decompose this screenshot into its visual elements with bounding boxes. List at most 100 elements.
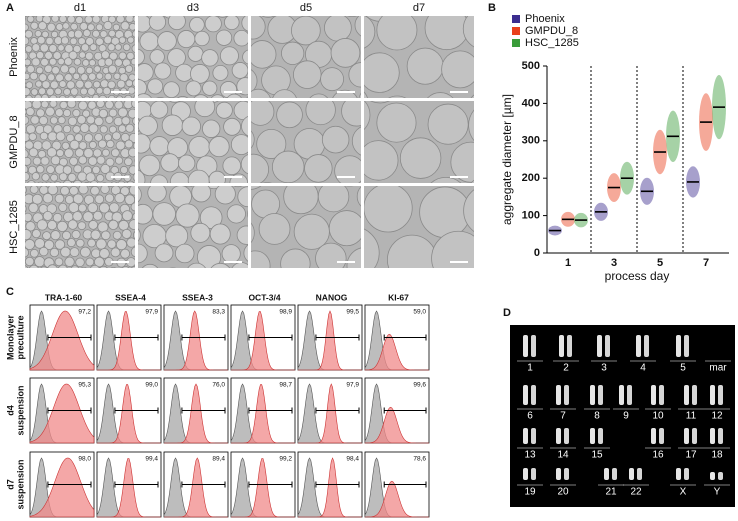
aggregate — [30, 88, 39, 96]
aggregate — [427, 103, 469, 145]
aggregate — [77, 101, 88, 111]
aggregate — [79, 246, 91, 258]
aggregate — [35, 51, 45, 60]
aggregate — [72, 193, 84, 205]
aggregate — [31, 193, 43, 205]
aggregate — [104, 57, 114, 67]
aggregate — [88, 72, 97, 81]
microscopy-image — [138, 0, 254, 98]
chromosome — [651, 385, 656, 405]
aggregate — [51, 16, 60, 23]
aggregate — [78, 186, 89, 195]
aggregate — [127, 36, 135, 44]
aggregate — [45, 181, 52, 183]
aggregate — [470, 179, 474, 183]
aggregate — [150, 174, 169, 183]
microscopy-image — [251, 16, 361, 98]
aggregate — [388, 95, 407, 98]
aggregate — [276, 101, 303, 129]
aggregate — [56, 149, 65, 158]
aggregate — [364, 52, 400, 93]
chromosome — [676, 335, 681, 357]
x-tick-label: 5 — [657, 257, 663, 269]
aggregate — [199, 206, 223, 229]
chromosome-label: 19 — [524, 487, 536, 498]
aggregate — [25, 58, 32, 67]
marker-histogram — [164, 457, 228, 518]
chromosome-label: 21 — [605, 487, 617, 498]
aggregate — [190, 64, 210, 84]
marker-histogram — [364, 406, 429, 444]
aggregate — [25, 265, 29, 268]
chromosome-label: mar — [709, 363, 727, 374]
aggregate — [133, 95, 135, 98]
aggregate — [233, 186, 243, 188]
aggregate — [49, 247, 60, 258]
aggregate — [52, 212, 63, 223]
microscopy-image — [25, 186, 135, 268]
aggregate — [236, 0, 254, 15]
aggregate — [64, 73, 73, 82]
aggregate — [118, 36, 127, 44]
aggregate — [132, 230, 135, 240]
aggregate — [110, 266, 117, 268]
aggregate — [91, 16, 101, 24]
aggregate — [35, 66, 44, 75]
aggregate — [197, 245, 222, 268]
aggregate — [79, 123, 90, 133]
aggregate — [84, 16, 93, 24]
microscopy-image — [364, 186, 474, 268]
aggregate — [72, 179, 83, 183]
aggregate — [125, 16, 135, 23]
aggregate — [70, 22, 78, 31]
aggregate — [46, 165, 55, 174]
chromosome-label: X — [680, 487, 687, 498]
aggregate — [96, 101, 105, 109]
chromosome — [556, 385, 561, 405]
aggregate — [324, 16, 352, 42]
aggregate — [48, 57, 57, 66]
aggregate — [29, 71, 39, 81]
aggregate — [251, 40, 277, 69]
aggregate — [57, 8, 64, 15]
aggregate — [431, 230, 474, 268]
percentage: 76,0 — [212, 382, 225, 389]
aggregate — [40, 156, 50, 166]
aggregate — [107, 80, 116, 90]
aggregate — [104, 72, 113, 81]
row-label: preculture — [15, 315, 25, 359]
aggregate — [93, 65, 101, 73]
aggregate — [94, 194, 105, 205]
aggregate — [419, 186, 471, 239]
aggregate — [38, 73, 48, 82]
aggregate — [29, 248, 39, 258]
aggregate — [90, 229, 101, 240]
aggregate — [107, 239, 117, 249]
aggregate — [223, 117, 241, 136]
aggregate — [36, 35, 46, 45]
aggregate — [130, 58, 135, 66]
aggregate — [72, 44, 82, 54]
aggregate — [370, 101, 390, 104]
aggregate — [69, 156, 79, 166]
aggregate — [138, 48, 145, 66]
aggregate — [126, 237, 135, 248]
aggregate — [62, 179, 73, 183]
aggregate — [56, 220, 68, 233]
aggregate — [160, 153, 180, 173]
row-label: suspension — [15, 459, 25, 509]
chromosome — [718, 385, 723, 405]
chromosome — [718, 472, 723, 480]
aggregate — [165, 224, 189, 248]
aggregate — [25, 149, 29, 159]
aggregate — [68, 50, 78, 60]
aggregate — [210, 262, 231, 268]
aggregate — [199, 0, 215, 15]
marker-header: SSEA-4 — [115, 292, 146, 302]
aggregate — [134, 158, 135, 163]
aggregate — [358, 92, 361, 98]
aggregate — [241, 16, 248, 32]
chromosome-label: 17 — [685, 450, 697, 461]
aggregate — [115, 239, 128, 251]
aggregate — [42, 192, 54, 204]
